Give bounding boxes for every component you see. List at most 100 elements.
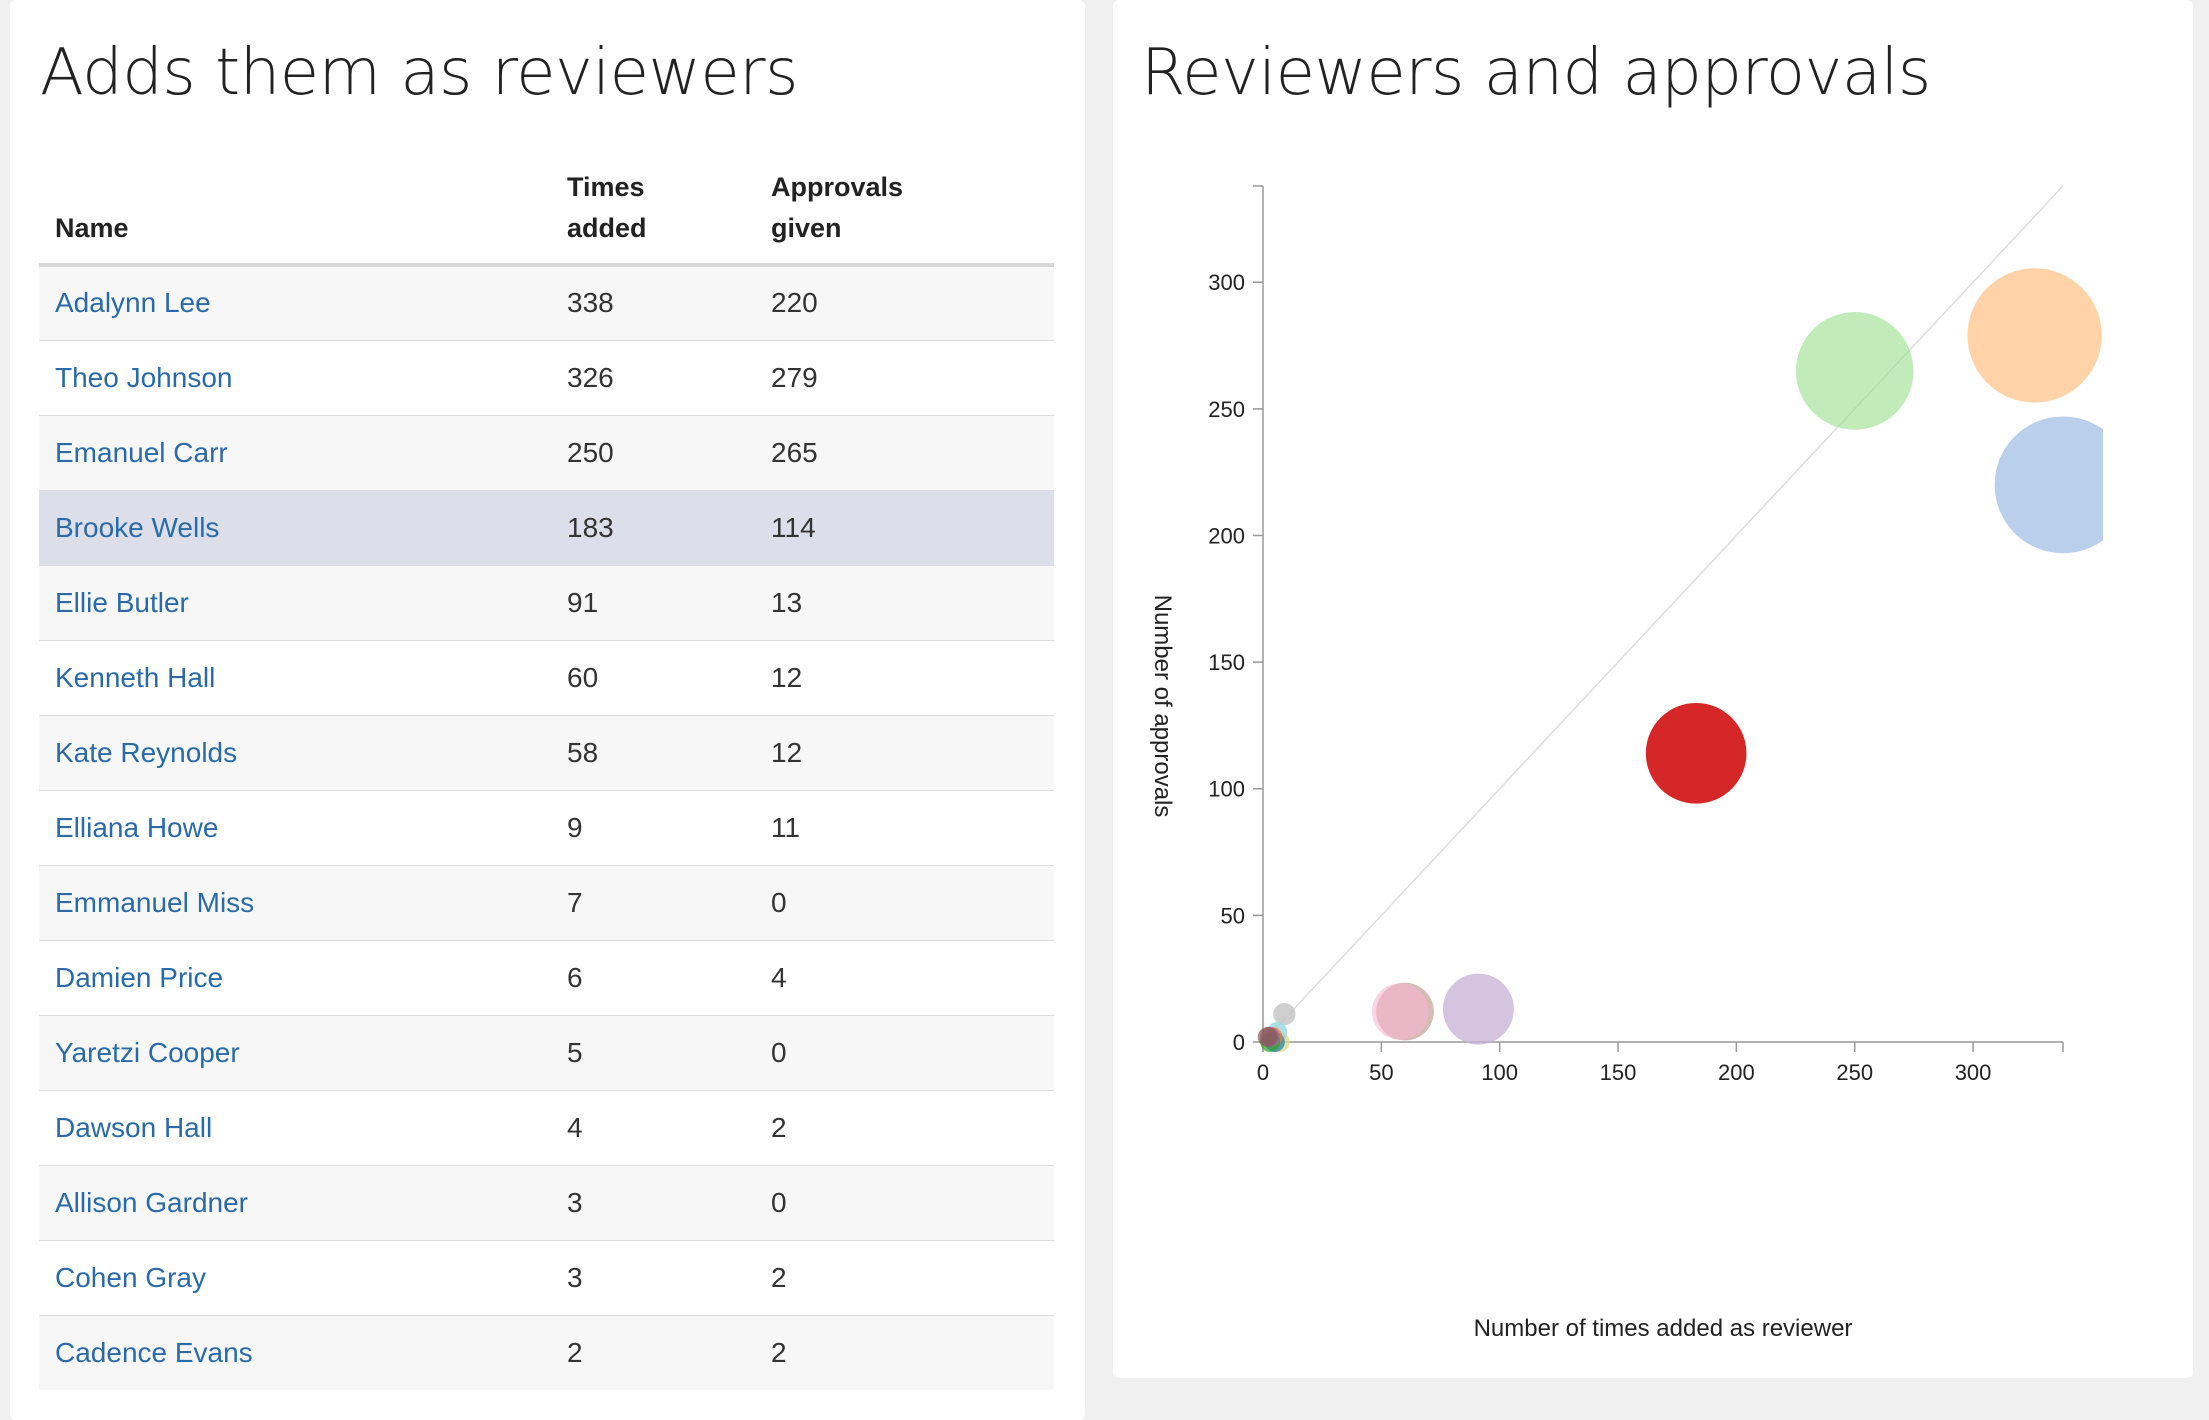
y-tick-label: 300 xyxy=(1208,270,1245,295)
reviewer-name-link[interactable]: Emanuel Carr xyxy=(55,436,228,468)
reviewer-name-link[interactable]: Kenneth Hall xyxy=(55,661,216,693)
table-row[interactable]: Dawson Hall 4 2 xyxy=(39,1089,1054,1165)
x-axis-label: Number of times added as reviewer xyxy=(1474,1315,1853,1342)
reviewer-name-link[interactable]: Ellie Butler xyxy=(55,586,189,618)
y-tick-label: 50 xyxy=(1221,903,1245,928)
reviewer-name-link[interactable]: Cadence Evans xyxy=(55,1336,253,1368)
y-tick-label: 150 xyxy=(1208,650,1245,675)
reviewer-name-link[interactable]: Yaretzi Cooper xyxy=(55,1036,240,1068)
header-name[interactable]: Name xyxy=(39,155,551,267)
table-row[interactable]: Ellie Butler 91 13 xyxy=(39,564,1054,640)
reviewers-table-panel: Adds them as reviewers Name Times added … xyxy=(10,0,1085,1420)
cell-times-added: 326 xyxy=(551,339,755,415)
cell-times-added: 4 xyxy=(551,1089,755,1165)
scatter-point[interactable] xyxy=(1795,312,1914,430)
y-tick-label: 0 xyxy=(1233,1030,1245,1055)
cell-approvals-given: 265 xyxy=(755,414,1054,490)
table-row[interactable]: Adalynn Lee 338 220 xyxy=(39,264,1054,340)
cell-name: Dawson Hall xyxy=(39,1089,551,1165)
table-header-row: Name Times added Approvals given xyxy=(39,155,1054,267)
cell-approvals-given: 2 xyxy=(755,1239,1054,1315)
table-row[interactable]: Emmanuel Miss 7 0 xyxy=(39,864,1054,940)
cell-name: Emmanuel Miss xyxy=(39,864,551,940)
scatter-point[interactable] xyxy=(1645,702,1747,804)
cell-name: Emanuel Carr xyxy=(39,414,551,490)
header-times-line2: added xyxy=(567,213,647,243)
cell-times-added: 91 xyxy=(551,564,755,640)
reviewer-name-link[interactable]: Allison Gardner xyxy=(55,1186,248,1218)
cell-approvals-given: 12 xyxy=(755,639,1054,715)
scatter-point[interactable] xyxy=(1967,268,2102,403)
cell-name: Adalynn Lee xyxy=(39,264,551,340)
reviewer-name-link[interactable]: Kate Reynolds xyxy=(55,736,238,768)
cell-name: Damien Price xyxy=(39,939,551,1015)
reviewer-name-link[interactable]: Dawson Hall xyxy=(55,1111,213,1143)
scatter-point[interactable] xyxy=(1371,983,1429,1040)
cell-approvals-given: 12 xyxy=(755,714,1054,790)
header-times-added[interactable]: Times added xyxy=(551,155,755,267)
cell-times-added: 58 xyxy=(551,714,755,790)
table-row[interactable]: Emanuel Carr 250 265 xyxy=(39,414,1054,490)
cell-times-added: 60 xyxy=(551,639,755,715)
scatter-chart-panel: Reviewers and approvals 0 50 100 150 200 250 3… xyxy=(1113,0,2193,1378)
table-row[interactable]: Kenneth Hall 60 12 xyxy=(39,639,1054,715)
table-row[interactable]: Theo Johnson 326 279 xyxy=(39,339,1054,415)
cell-approvals-given: 0 xyxy=(755,1164,1054,1240)
table-panel-title: Adds them as reviewers xyxy=(40,36,798,110)
table-body: Adalynn Lee 338 220 Theo Johnson 326 279 Emanu… xyxy=(39,264,1054,1390)
cell-times-added: 250 xyxy=(551,414,755,490)
table-row[interactable]: Brooke Wells 183 114 xyxy=(39,489,1054,565)
scatter-point[interactable] xyxy=(1257,1026,1278,1047)
cell-approvals-given: 2 xyxy=(755,1089,1054,1165)
cell-approvals-given: 0 xyxy=(755,1014,1054,1090)
cell-approvals-given: 4 xyxy=(755,939,1054,1015)
reviewer-name-link[interactable]: Damien Price xyxy=(55,961,224,993)
table-row[interactable]: Cohen Gray 3 2 xyxy=(39,1239,1054,1315)
cell-name: Ellie Butler xyxy=(39,564,551,640)
cell-times-added: 6 xyxy=(551,939,755,1015)
cell-times-added: 3 xyxy=(551,1164,755,1240)
y-axis-label: Number of approvals xyxy=(1149,595,1176,818)
reviewer-name-link[interactable]: Brooke Wells xyxy=(55,511,220,543)
header-approvals-given[interactable]: Approvals given xyxy=(755,155,1054,267)
table-row[interactable]: Kate Reynolds 58 12 xyxy=(39,714,1054,790)
cell-approvals-given: 0 xyxy=(755,864,1054,940)
table-row[interactable]: Damien Price 6 4 xyxy=(39,939,1054,1015)
reviewer-name-link[interactable]: Emmanuel Miss xyxy=(55,886,255,918)
reference-diagonal-line xyxy=(1262,185,2064,1043)
y-tick-label: 200 xyxy=(1208,523,1245,548)
cell-approvals-given: 279 xyxy=(755,339,1054,415)
cell-approvals-given: 13 xyxy=(755,564,1054,640)
scatter-point[interactable] xyxy=(1273,1002,1296,1026)
x-tick-label: 0 xyxy=(1257,1060,1269,1085)
x-tick-label: 200 xyxy=(1718,1060,1755,1085)
cell-times-added: 5 xyxy=(551,1014,755,1090)
x-tick-label: 250 xyxy=(1836,1060,1873,1085)
scatter-point[interactable] xyxy=(1994,416,2132,554)
reviewer-name-link[interactable]: Cohen Gray xyxy=(55,1261,206,1293)
header-times-line1: Times xyxy=(567,172,645,202)
cell-approvals-given: 2 xyxy=(755,1314,1054,1390)
reviewer-name-link[interactable]: Adalynn Lee xyxy=(55,287,211,319)
cell-times-added: 338 xyxy=(551,264,755,340)
table-row[interactable]: Elliana Howe 9 11 xyxy=(39,789,1054,865)
cell-approvals-given: 220 xyxy=(755,264,1054,340)
cell-name: Brooke Wells xyxy=(39,489,551,565)
table-row[interactable]: Allison Gardner 3 0 xyxy=(39,1164,1054,1240)
scatter-point[interactable] xyxy=(1442,973,1514,1045)
header-name-label: Name xyxy=(55,213,129,243)
y-tick-label: 250 xyxy=(1208,397,1245,422)
cell-name: Allison Gardner xyxy=(39,1164,551,1240)
cell-times-added: 9 xyxy=(551,789,755,865)
cell-approvals-given: 114 xyxy=(755,489,1054,565)
cell-times-added: 7 xyxy=(551,864,755,940)
reviewer-name-link[interactable]: Theo Johnson xyxy=(55,361,233,393)
y-tick-label: 100 xyxy=(1208,777,1245,802)
table-row[interactable]: Cadence Evans 2 2 xyxy=(39,1314,1054,1390)
header-approvals-line1: Approvals xyxy=(771,172,904,202)
cell-name: Cadence Evans xyxy=(39,1314,551,1390)
reviewer-name-link[interactable]: Elliana Howe xyxy=(55,811,219,843)
chart-panel-title: Reviewers and approvals xyxy=(1141,36,1931,110)
x-tick-label: 50 xyxy=(1369,1060,1393,1085)
table-row[interactable]: Yaretzi Cooper 5 0 xyxy=(39,1014,1054,1090)
